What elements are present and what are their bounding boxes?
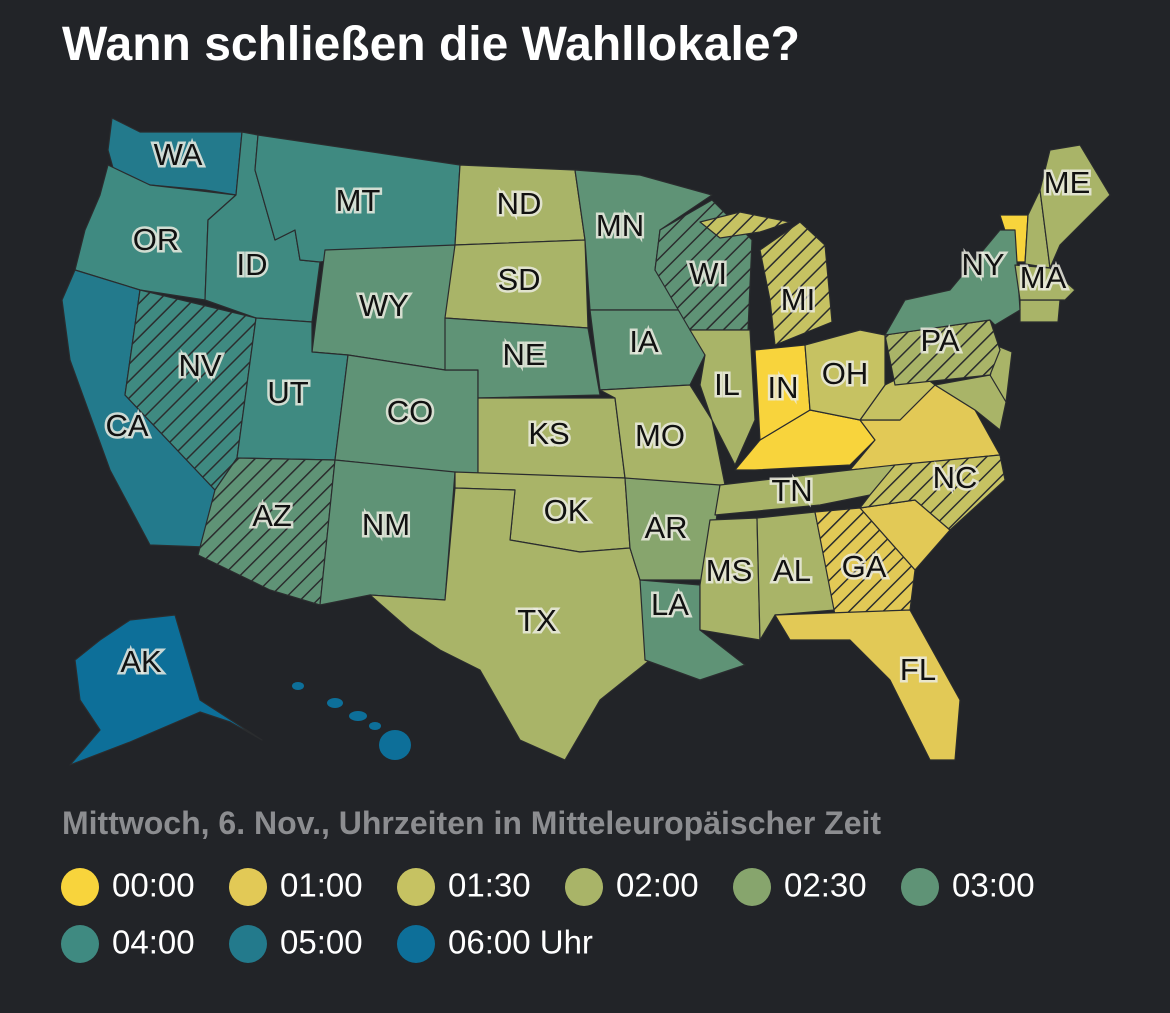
state-label: AL xyxy=(773,553,811,588)
state-shape xyxy=(756,511,836,641)
state-label: AR xyxy=(644,510,687,545)
legend-swatch xyxy=(61,868,99,906)
legend-swatch xyxy=(733,868,771,906)
state-shape xyxy=(624,477,721,581)
state-label: ND xyxy=(497,186,542,221)
legend-label: 03:00 xyxy=(952,867,1035,904)
state-shape xyxy=(107,117,243,196)
legend-label: 02:30 xyxy=(784,867,867,904)
state-label: WI xyxy=(689,256,727,291)
title: Wann schließen die Wahllokale? xyxy=(62,18,800,71)
state-label: UT xyxy=(267,375,308,410)
state-label: IL xyxy=(714,367,740,402)
legend-swatch xyxy=(229,925,267,963)
state-hatch xyxy=(815,508,915,615)
state-label: CO xyxy=(387,394,434,429)
state-hatch xyxy=(885,320,1000,385)
state-label: NM xyxy=(362,507,410,542)
state-label: OK xyxy=(544,493,589,528)
state-label: MN xyxy=(596,208,644,243)
hawaii-island xyxy=(379,730,411,760)
state-shape xyxy=(1019,299,1061,323)
subtitle: Mittwoch, 6. Nov., Uhrzeiten in Mitteleu… xyxy=(62,805,881,841)
state-label: MO xyxy=(635,418,685,453)
state-label: PA xyxy=(920,323,959,358)
state-hatch xyxy=(700,212,832,345)
state-label: ID xyxy=(237,247,268,282)
legend-label: 02:00 xyxy=(616,867,699,904)
state-label: IA xyxy=(629,324,659,359)
state-labels: WA OR CA ID NV MT WY UT AZ CO NM ND SD NE KS OK TX MN IA MO… xyxy=(103,135,1093,690)
state-label: NV xyxy=(178,348,221,383)
state-label: NE xyxy=(502,337,545,372)
hawaii-island xyxy=(349,711,367,721)
state-label: GA xyxy=(842,549,887,584)
state-label: CA xyxy=(105,408,148,443)
legend-swatch xyxy=(61,925,99,963)
state-shape xyxy=(774,609,961,761)
hawaii-island xyxy=(327,698,343,708)
legend: 00:00 01:00 01:30 02:00 02:30 03:00 04:00 05:00… xyxy=(61,867,1035,963)
state-hatch xyxy=(125,290,256,490)
map xyxy=(61,117,1111,766)
state-label: WA xyxy=(154,137,203,172)
state-shape xyxy=(74,164,237,301)
legend-label: 01:30 xyxy=(448,867,531,904)
state-label: SD xyxy=(497,262,540,297)
state-label: FL xyxy=(900,652,936,687)
state-label: WY xyxy=(359,288,409,323)
state-label: NY xyxy=(961,247,1004,282)
state-label: TN xyxy=(771,473,812,508)
state-label: MA xyxy=(1020,260,1067,295)
state-shape xyxy=(69,614,263,766)
legend-swatch xyxy=(229,868,267,906)
state-label: IN xyxy=(768,370,799,405)
hawaii-island xyxy=(369,722,381,730)
state-shape xyxy=(804,329,886,421)
state-label: LA xyxy=(651,587,689,622)
state-label: ME xyxy=(1044,165,1091,200)
state-shape xyxy=(589,309,706,391)
legend-label: 06:00 Uhr xyxy=(448,924,593,961)
state-label: KS xyxy=(528,416,569,451)
state-hatch xyxy=(860,455,1005,530)
state-shape xyxy=(369,487,651,761)
legend-swatch xyxy=(565,868,603,906)
state-shape xyxy=(689,329,756,466)
state-shape xyxy=(884,229,1021,336)
legend-swatch xyxy=(397,868,435,906)
state-label: AK xyxy=(120,644,162,679)
state-shape xyxy=(699,517,761,641)
legend-label: 00:00 xyxy=(112,867,195,904)
legend-swatch xyxy=(901,868,939,906)
state-label: OR xyxy=(133,222,180,257)
state-label: NC xyxy=(933,460,978,495)
state-label: MT xyxy=(336,183,381,218)
hawaii-island xyxy=(292,682,304,690)
state-label: MS xyxy=(706,553,753,588)
legend-label: 01:00 xyxy=(280,867,363,904)
state-label: AZ xyxy=(252,498,292,533)
legend-swatch xyxy=(397,925,435,963)
state-shape xyxy=(934,374,1007,431)
legend-label: 05:00 xyxy=(280,924,363,961)
legend-label: 04:00 xyxy=(112,924,195,961)
state-label: OH xyxy=(822,356,869,391)
state-hatch xyxy=(198,458,335,605)
state-label: MI xyxy=(781,282,815,317)
state-shape xyxy=(1014,264,1076,301)
state-label: TX xyxy=(517,603,557,638)
